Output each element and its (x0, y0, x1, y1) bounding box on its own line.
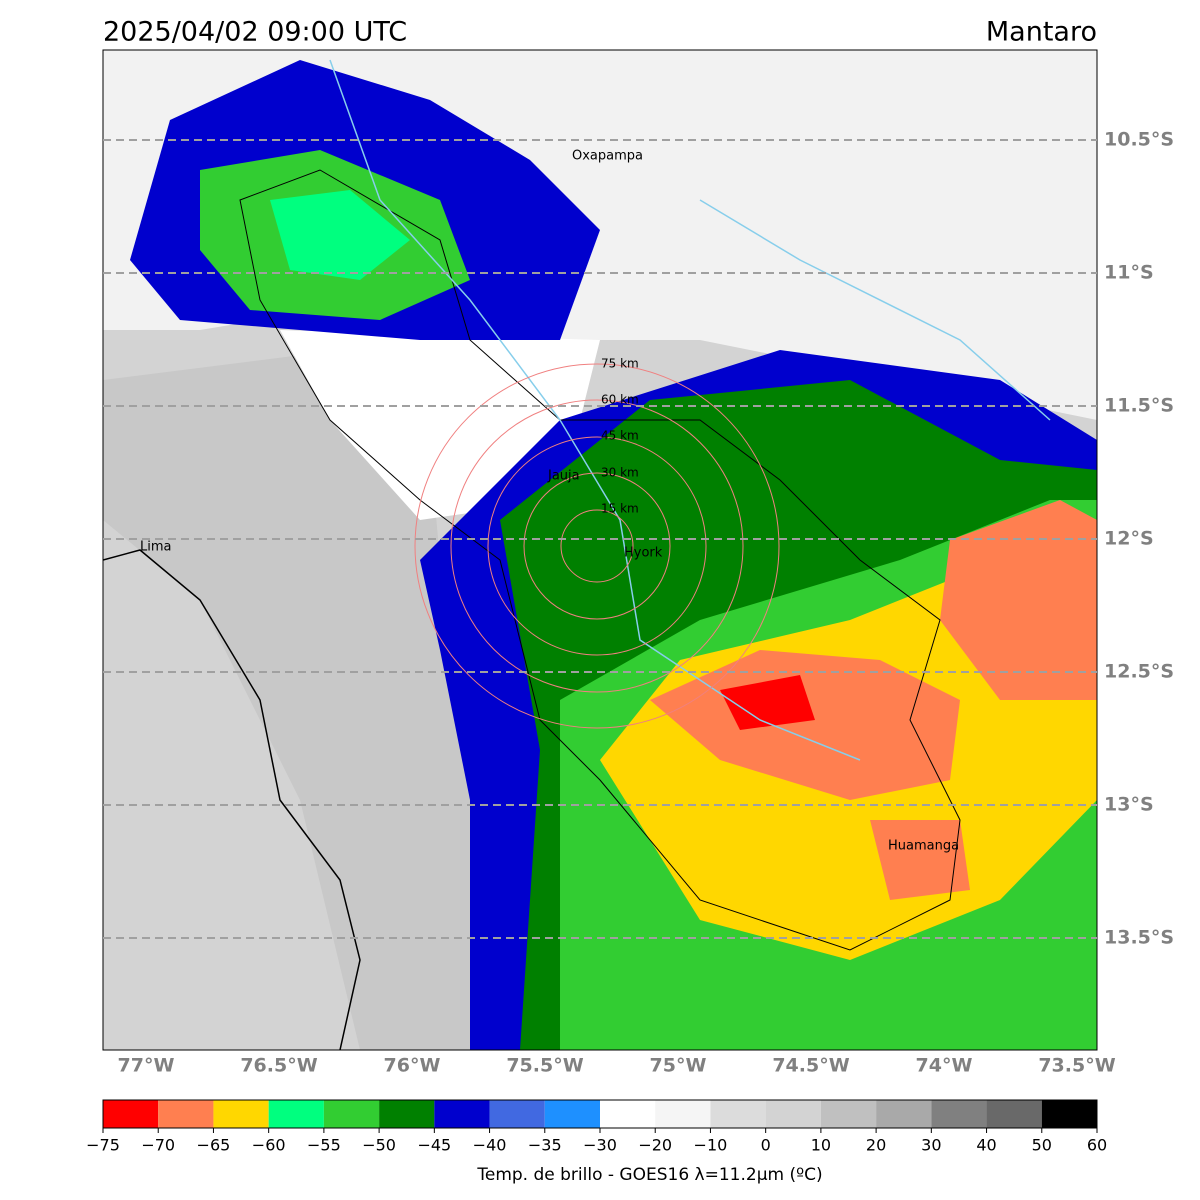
place-label: Oxapampa (572, 149, 643, 164)
colorbar-tick-label: −50 (362, 1136, 396, 1155)
colorbar-swatch (931, 1100, 987, 1128)
colorbar-tick-label: 40 (976, 1136, 996, 1155)
colorbar-tick-label: −30 (583, 1136, 617, 1155)
colorbar-swatch (820, 1100, 877, 1128)
colorbar-swatch (710, 1100, 766, 1128)
colorbar-tick-label: 50 (1032, 1136, 1052, 1155)
map-frame (102, 49, 1098, 1051)
colorbar-swatch (379, 1100, 435, 1128)
lat-label: 12.5°S (1104, 661, 1174, 683)
colorbar-tick-label: 10 (811, 1136, 831, 1155)
lon-label: 73.5°W (1038, 1055, 1115, 1077)
ring-label: 75 km (601, 357, 639, 371)
colorbar-tick-label: 20 (866, 1136, 886, 1155)
colorbar-swatch (544, 1100, 600, 1128)
colorbar-tick-label: 30 (921, 1136, 941, 1155)
ring-label: 60 km (601, 393, 639, 407)
lat-label: 13.5°S (1104, 927, 1174, 949)
colorbar-swatch (323, 1100, 380, 1128)
ring-label: 45 km (601, 429, 639, 443)
colorbar-tick-label: 0 (761, 1136, 771, 1155)
colorbar-swatch (1041, 1100, 1097, 1128)
lon-label: 75.5°W (506, 1055, 583, 1077)
lon-label: 77°W (118, 1055, 175, 1077)
title: 2025/04/02 09:00 UTC (103, 17, 407, 48)
colorbar-swatch (765, 1100, 821, 1128)
colorbar-swatch (876, 1100, 932, 1128)
lat-label: 11°S (1104, 262, 1154, 284)
colorbar-tick-label: −70 (141, 1136, 175, 1155)
colorbar-tick-label: −45 (417, 1136, 451, 1155)
colorbar-swatch (213, 1100, 269, 1128)
lon-label: 76°W (384, 1055, 441, 1077)
colorbar-tick-label: −75 (86, 1136, 120, 1155)
place-label: Lima (140, 540, 171, 555)
colorbar-swatch (489, 1100, 545, 1128)
colorbar-swatch (103, 1100, 159, 1128)
colorbar-tick-label: −20 (638, 1136, 672, 1155)
colorbar-tick-label: 60 (1087, 1136, 1107, 1155)
colorbar-tick-label: −65 (197, 1136, 231, 1155)
colorbar-tick-label: −55 (307, 1136, 341, 1155)
lat-label: 10.5°S (1104, 129, 1174, 151)
place-label: Hyork (624, 546, 663, 561)
colorbar-swatch (434, 1100, 490, 1128)
colorbar-label: Temp. de brillo - GOES16 λ=11.2μm (ºC) (476, 1165, 822, 1185)
satellite-image (103, 50, 1097, 1050)
colorbar-tick-label: −35 (528, 1136, 562, 1155)
lat-label: 13°S (1104, 794, 1154, 816)
colorbar-tick-label: −40 (473, 1136, 507, 1155)
place-label: Huamanga (888, 839, 959, 854)
colorbar-tick-label: −60 (252, 1136, 286, 1155)
region-name: Mantaro (986, 17, 1097, 48)
lon-label: 74°W (916, 1055, 973, 1077)
colorbar-swatch (600, 1100, 656, 1128)
lon-label: 76.5°W (240, 1055, 317, 1077)
colorbar-tick-label: −10 (694, 1136, 728, 1155)
lat-label: 12°S (1104, 528, 1154, 550)
colorbar-swatch (655, 1100, 711, 1128)
lon-label: 75°W (650, 1055, 707, 1077)
ring-label: 15 km (601, 502, 639, 516)
place-label: Jauja (547, 469, 580, 484)
lat-label: 11.5°S (1104, 395, 1174, 417)
colorbar-swatch (158, 1100, 214, 1128)
colorbar-swatch (986, 1100, 1042, 1128)
lon-label: 74.5°W (772, 1055, 849, 1077)
colorbar-swatch (268, 1100, 324, 1128)
ring-label: 30 km (601, 466, 639, 480)
range-rings (414, 363, 780, 729)
